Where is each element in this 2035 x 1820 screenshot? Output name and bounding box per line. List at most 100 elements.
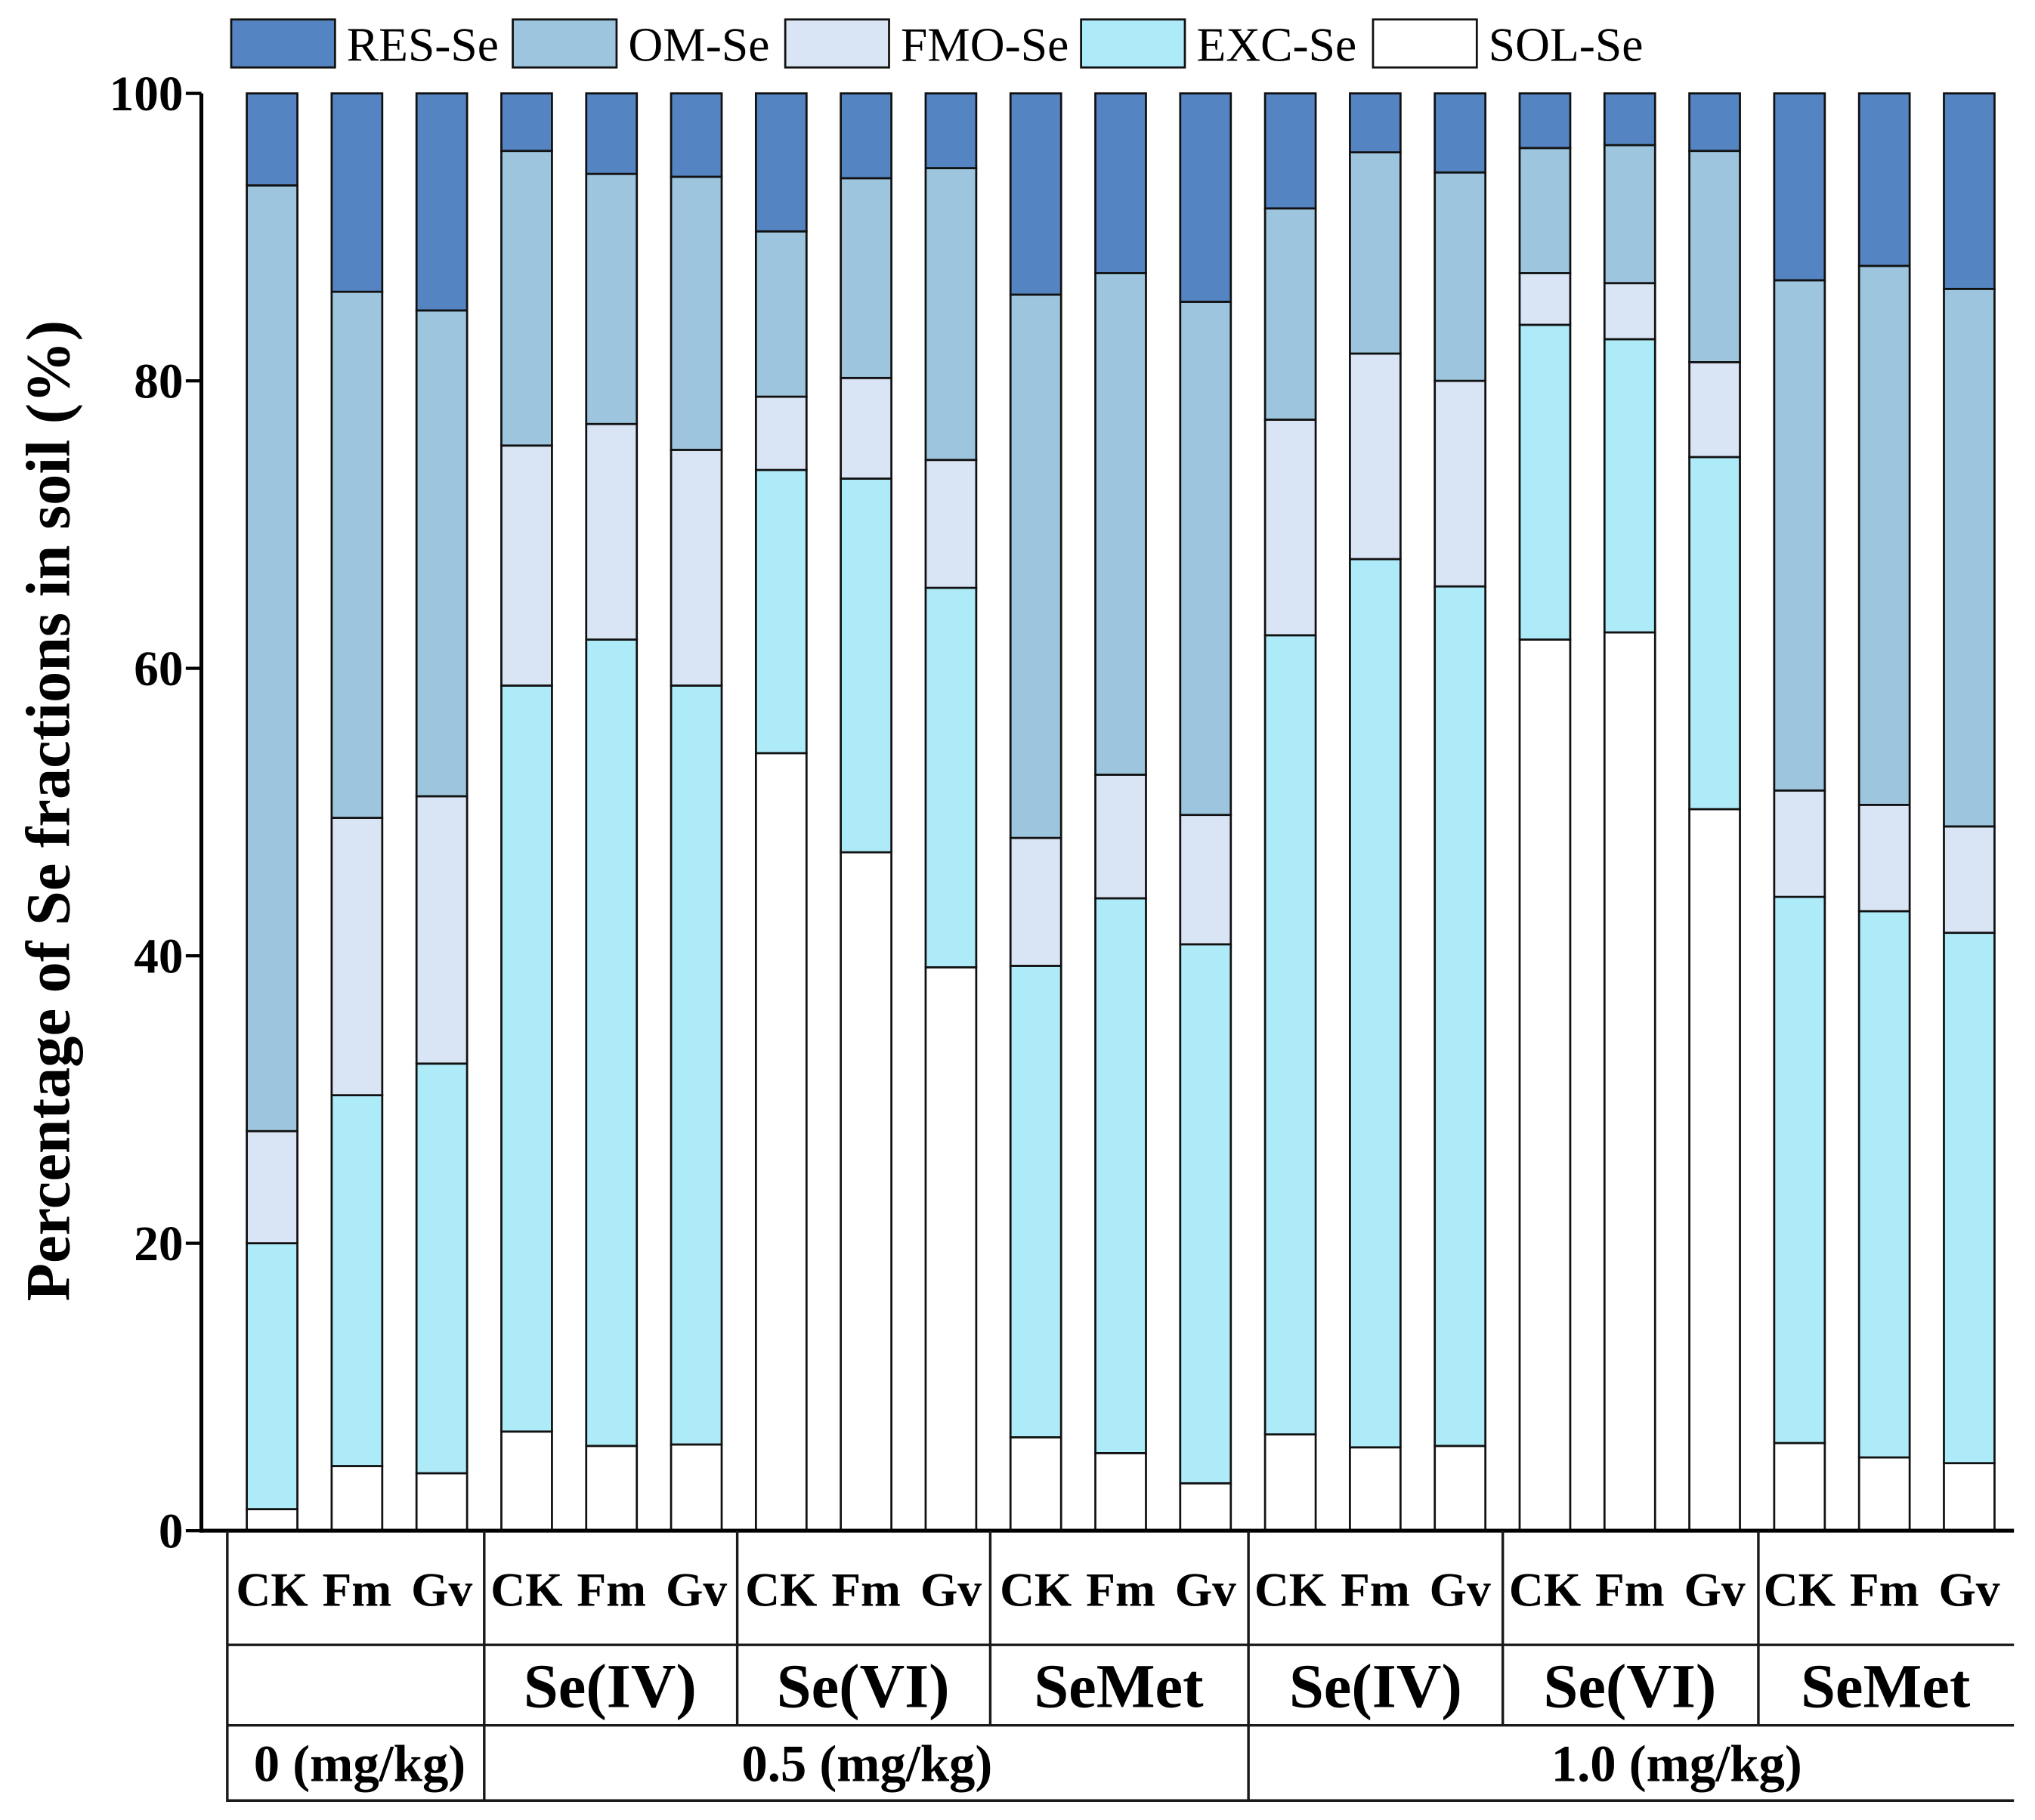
bar-segment-res-se-1	[246, 92, 298, 187]
bar-segment-exc-se-9	[924, 586, 978, 969]
legend-swatch-om-se	[512, 18, 618, 69]
x-category-label-5: Fm	[577, 1563, 646, 1617]
bar-segment-om-se-4	[500, 150, 553, 447]
dose-label: 0.5 (mg/kg)	[741, 1735, 992, 1792]
bar-segment-res-se-4	[500, 92, 553, 153]
treatment-label: Se(IV)	[1289, 1652, 1462, 1721]
legend-label-om-se: OM-Se	[628, 18, 769, 72]
y-tick-label-0: 0	[159, 1504, 184, 1559]
bar-segment-om-se-19	[1773, 279, 1826, 792]
bar-segment-om-se-13	[1263, 207, 1317, 421]
bar-segment-fmo-se-2	[330, 817, 384, 1097]
bar-segment-om-se-7	[754, 230, 808, 398]
dose-group-labels: 0 (mg/kg) 0.5 (mg/kg) 1.0 (mg/kg)	[254, 1735, 1802, 1792]
bar-segment-exc-se-8	[840, 477, 892, 854]
bar-segment-sol-se-14	[1349, 1446, 1402, 1532]
bar-segment-res-se-11	[1094, 92, 1147, 274]
x-category-label-12: Gv	[1175, 1563, 1236, 1617]
x-category-label-16: CK	[1509, 1563, 1581, 1617]
bar-segment-om-se-18	[1688, 150, 1741, 363]
x-category-label-17: Fm	[1595, 1563, 1665, 1617]
bar-segment-sol-se-20	[1857, 1456, 1911, 1532]
legend-label-sol-se: SOL-Se	[1489, 18, 1644, 72]
bar-segment-sol-se-1	[246, 1508, 298, 1532]
bar-segment-om-se-12	[1179, 301, 1232, 817]
dose-label: 0 (mg/kg)	[254, 1735, 465, 1792]
x-category-label-6: Gv	[666, 1563, 727, 1617]
bar-segment-exc-se-20	[1857, 910, 1911, 1459]
bar-segment-exc-se-11	[1094, 897, 1147, 1454]
bar-segment-om-se-17	[1603, 144, 1656, 285]
treatment-label: Se(IV)	[524, 1652, 697, 1721]
bar-segment-sol-se-15	[1433, 1445, 1487, 1532]
x-category-label-18: Gv	[1684, 1563, 1745, 1617]
bar-segment-res-se-16	[1518, 92, 1572, 150]
bar-segment-res-se-8	[840, 92, 892, 180]
bar-segment-res-se-12	[1179, 92, 1232, 303]
stacked-bar-19	[1773, 92, 1826, 1532]
treatment-group-labels: Se(IV) Se(VI) SeMet Se(IV) Se(VI) SeMet	[524, 1652, 1971, 1721]
bar-segment-om-se-2	[330, 290, 384, 819]
bar-segment-om-se-3	[415, 309, 469, 798]
bar-segment-sol-se-5	[585, 1445, 639, 1532]
bar-segment-res-se-19	[1773, 92, 1826, 282]
y-tick-label-60: 60	[134, 642, 183, 697]
dose-label: 1.0 (mg/kg)	[1551, 1735, 1802, 1792]
bar-segment-sol-se-10	[1009, 1436, 1062, 1532]
x-category-label-10: CK	[1000, 1563, 1072, 1617]
x-category-label-9: Gv	[920, 1563, 982, 1617]
bar-segment-exc-se-4	[500, 684, 553, 1433]
treatment-label: SeMet	[1801, 1652, 1971, 1721]
bar-segment-res-se-5	[585, 92, 639, 175]
x-category-label-2: Fm	[322, 1563, 391, 1617]
stacked-bar-18	[1688, 92, 1741, 1532]
x-category-label-11: Fm	[1086, 1563, 1155, 1617]
y-axis-title: Percentage of Se fractions in soil (%)	[14, 320, 82, 1301]
bar-segment-om-se-21	[1943, 287, 1996, 828]
y-tick-label-20: 20	[134, 1217, 183, 1272]
stacked-bar-13	[1263, 92, 1317, 1532]
bar-segment-res-se-2	[330, 92, 384, 293]
bar-segment-exc-se-5	[585, 638, 639, 1448]
bar-segment-sol-se-4	[500, 1430, 553, 1532]
bar-segment-res-se-17	[1603, 92, 1656, 147]
bar-segment-exc-se-1	[246, 1242, 298, 1510]
bar-segment-res-se-3	[415, 92, 469, 312]
bar-segment-fmo-se-11	[1094, 774, 1147, 900]
bar-segment-om-se-11	[1094, 272, 1147, 776]
bar-segment-om-se-16	[1518, 147, 1572, 274]
stacked-bar-20	[1857, 92, 1911, 1532]
bar-segment-fmo-se-12	[1179, 814, 1232, 946]
bar-segment-exc-se-15	[1433, 585, 1487, 1448]
bar-segment-res-se-9	[924, 92, 978, 169]
stacked-bar-1	[246, 92, 298, 1532]
y-ticks: 0 20 40 60 80 100	[110, 67, 202, 1559]
bar-segment-fmo-se-8	[840, 376, 892, 480]
bar-segment-res-se-15	[1433, 92, 1487, 174]
bar-segment-exc-se-16	[1518, 323, 1572, 641]
bar-segment-om-se-14	[1349, 151, 1402, 355]
bar-segment-res-se-13	[1263, 92, 1317, 210]
bars	[246, 92, 1996, 1532]
bar-segment-om-se-6	[670, 175, 723, 451]
bar-segment-sol-se-6	[670, 1443, 723, 1532]
x-category-label-8: Fm	[831, 1563, 901, 1617]
stacked-bar-6	[670, 92, 723, 1532]
bar-segment-exc-se-6	[670, 684, 723, 1446]
x-axis-table	[226, 1531, 2015, 1802]
bar-segment-fmo-se-3	[415, 795, 469, 1065]
y-tick-label-100: 100	[110, 67, 184, 122]
x-category-label-1: CK	[236, 1563, 308, 1617]
x-category-label-13: CK	[1254, 1563, 1326, 1617]
stacked-bar-2	[330, 92, 384, 1532]
bar-segment-fmo-se-21	[1943, 825, 1996, 935]
bar-segment-sol-se-21	[1943, 1462, 1996, 1532]
legend-swatch-exc-se	[1080, 18, 1186, 69]
x-category-labels: CK Fm Gv CK Fm Gv CK Fm Gv CK Fm Gv CK Fm Gv CK Fm Gv CK Fm…	[236, 1563, 1999, 1617]
bar-segment-sol-se-17	[1603, 631, 1656, 1532]
x-category-label-15: Gv	[1430, 1563, 1491, 1617]
legend-item-fmo-se: FMO-Se	[784, 18, 1069, 72]
bar-segment-sol-se-16	[1518, 638, 1572, 1532]
bar-segment-om-se-15	[1433, 171, 1487, 382]
